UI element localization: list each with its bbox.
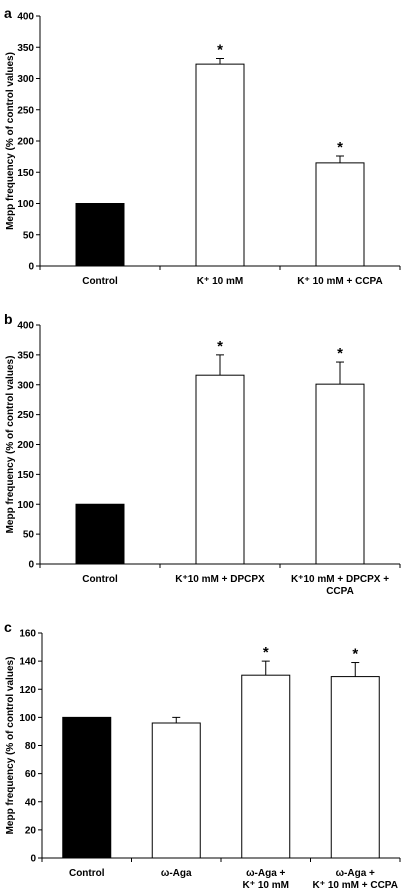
y-tick-label: 300 — [17, 74, 34, 85]
y-tick-label: 150 — [17, 168, 34, 179]
category-label: Control — [69, 868, 105, 879]
y-tick-label: 160 — [19, 629, 36, 640]
y-tick-label: 140 — [19, 657, 36, 668]
y-tick-label: 400 — [17, 12, 34, 23]
significance-marker: * — [337, 345, 343, 362]
bar — [75, 203, 125, 267]
bar — [75, 503, 125, 565]
y-tick-label: 200 — [17, 440, 34, 451]
panel-letter: b — [4, 311, 13, 327]
bar — [151, 722, 201, 859]
category-label: K⁺ 10 mM + CCPA — [313, 880, 398, 891]
category-label: K⁺10 mM + DPCPX — [175, 574, 265, 585]
y-tick-label: 0 — [28, 560, 34, 571]
y-tick-label: 60 — [25, 769, 37, 780]
bar — [315, 383, 365, 565]
y-tick-label: 150 — [17, 470, 34, 481]
y-tick-label: 100 — [17, 500, 34, 511]
category-label: CCPA — [326, 586, 354, 597]
chart-panel-a: a Mepp frequency (% of control values) 0 50… — [4, 5, 401, 287]
bar — [241, 674, 291, 859]
category-label: ω-Aga + — [246, 868, 285, 879]
y-tick-label: 40 — [25, 797, 37, 808]
category-label: K⁺ 10 mM — [197, 276, 243, 287]
y-tick-label: 0 — [30, 854, 36, 865]
category-label: Control — [82, 574, 118, 585]
y-tick-label: 0 — [28, 262, 34, 273]
y-tick-label: 250 — [17, 410, 34, 421]
y-tick-label: 120 — [19, 685, 36, 696]
y-tick-label: 50 — [23, 230, 35, 241]
category-label: ω-Aga + — [336, 868, 375, 879]
y-tick-label: 350 — [17, 350, 34, 361]
category-label: K⁺10 mM + DPCPX + — [291, 574, 389, 585]
y-tick-label: 400 — [17, 321, 34, 332]
significance-marker: * — [217, 42, 223, 59]
y-tick-label: 100 — [17, 199, 34, 210]
bar — [330, 676, 380, 859]
y-tick-label: 300 — [17, 380, 34, 391]
y-tick-label: 350 — [17, 43, 34, 54]
y-tick-label: 50 — [23, 530, 35, 541]
y-axis-label: Mepp frequency (% of control values) — [5, 52, 16, 230]
significance-marker: * — [337, 139, 343, 156]
y-tick-label: 200 — [17, 137, 34, 148]
significance-marker: * — [352, 646, 358, 663]
bar — [195, 374, 245, 565]
chart-panel-b: b Mepp frequency (% of control values) 0 50… — [4, 311, 401, 597]
y-axis-label: Mepp frequency (% of control values) — [5, 356, 16, 534]
category-label: K⁺ 10 mM — [243, 880, 289, 891]
y-tick-label: 80 — [25, 741, 37, 752]
bar — [195, 63, 245, 267]
y-tick-label: 250 — [17, 105, 34, 116]
significance-marker: * — [263, 644, 269, 661]
bar — [62, 716, 112, 859]
panel-letter: c — [4, 619, 12, 635]
category-label: Control — [82, 276, 118, 287]
category-label: ω-Aga — [161, 868, 192, 879]
y-tick-label: 20 — [25, 825, 37, 836]
chart-panel-c: c Mepp frequency (% of control values) 0 20… — [4, 619, 401, 891]
significance-marker: * — [217, 338, 223, 355]
panel-letter: a — [4, 5, 12, 21]
bar — [315, 162, 365, 267]
y-tick-label: 100 — [19, 713, 36, 724]
y-axis-label: Mepp frequency (% of control values) — [5, 657, 16, 835]
category-label: K⁺ 10 mM + CCPA — [297, 276, 382, 287]
